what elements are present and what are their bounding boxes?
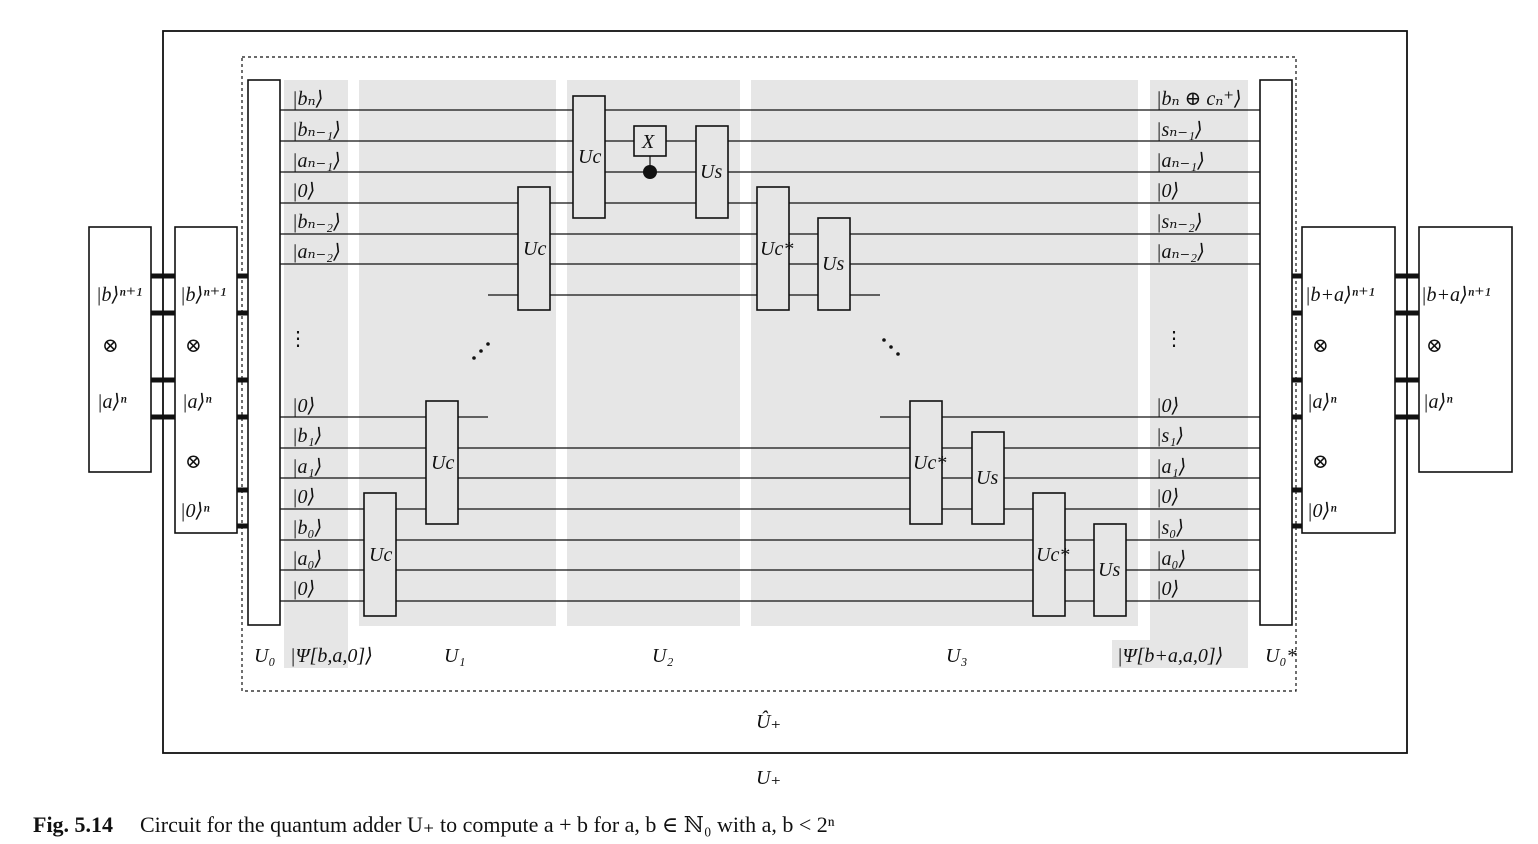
left-ket: |bₙ⟩ [292,88,323,110]
ellipsis-diagonal-right [882,338,900,356]
gate-x: X [633,125,667,157]
svg-text:Us: Us [822,253,844,275]
left-vdots: ⋮ [288,328,308,350]
right-ket: |bₙ ⊕ cₙ⁺⟩ [1156,88,1242,110]
input-expanded-middle: |a⟩ⁿ [182,391,212,413]
left-ket: |0⟩ [292,578,315,600]
caption-text: Circuit for the quantum adder U₊ to comp… [140,812,835,837]
left-ket: |0⟩ [292,395,315,417]
left-ket: |aₙ₋₂⟩ [292,241,341,263]
label-psi-in: |Ψ[b,a,0]⟩ [290,645,373,667]
right-ket: |a₁⟩ [1156,456,1186,478]
output-expanded-middle: |a⟩ⁿ [1307,391,1337,413]
svg-text:Us: Us [976,467,998,489]
svg-text:Uc*: Uc* [760,238,793,260]
right-ket: |0⟩ [1156,486,1179,508]
left-ket: |a₁⟩ [292,456,322,478]
output-tensor: ⊗ [1426,335,1443,357]
right-ket: |aₙ₋₂⟩ [1156,241,1205,263]
left-ket: |0⟩ [292,486,315,508]
input-expanded-tensor2: ⊗ [185,451,202,473]
gate-us: Us [817,217,851,311]
cnot-control-dot [643,165,657,179]
u0-gate [247,79,281,626]
left-ket: |0⟩ [292,180,315,202]
right-vdots: ⋮ [1164,328,1184,350]
input-tensor: ⊗ [102,335,119,357]
input-expanded-tensor1: ⊗ [185,335,202,357]
svg-text:Us: Us [1098,559,1120,581]
output-expanded-bottom: |0⟩ⁿ [1307,500,1337,522]
left-kets: |bₙ⟩ |bₙ₋₁⟩ |aₙ₋₁⟩ |0⟩ |bₙ₋₂⟩ |aₙ₋₂⟩ ⋮ |… [288,88,341,600]
right-ket: |0⟩ [1156,180,1179,202]
psi-out-label-bg [1112,640,1152,668]
right-ket: |sₙ₋₁⟩ [1156,119,1203,141]
u0-star-gate [1259,79,1293,626]
output-expanded-tensor2: ⊗ [1312,451,1329,473]
input-state-bottom: |a⟩ⁿ [97,391,127,413]
gate-uc-star: Uc* [756,186,793,311]
stage-u3-region [751,80,1138,626]
left-ket: |aₙ₋₁⟩ [292,150,341,172]
svg-text:Uc: Uc [431,452,454,474]
left-ket: |a₀⟩ [292,548,322,570]
right-ket: |0⟩ [1156,578,1179,600]
inner-dashed-frame [241,56,1297,692]
right-ket: |sₙ₋₂⟩ [1156,211,1203,233]
label-u0: U₀ [254,645,275,667]
svg-text:Uc: Uc [578,146,601,168]
gate-uc: Uc [517,186,551,311]
label-psi-out: |Ψ[b+a,a,0]⟩ [1117,645,1223,667]
left-ket: |b₀⟩ [292,517,322,539]
input-expanded-top: |b⟩ⁿ⁺¹ [180,284,226,306]
gate-uc: Uc [363,492,397,617]
gate-uc-star: Uc* [909,400,946,525]
gate-uc-star: Uc* [1032,492,1069,617]
input-expanded-bottom: |0⟩ⁿ [180,500,210,522]
label-u-plus: U₊ [756,767,781,789]
gate-uc: Uc [572,95,606,219]
input-state-box [88,226,152,473]
caption-label: Fig. 5.14 [33,812,113,837]
gate-us: Us [695,125,729,219]
svg-text:Us: Us [700,161,722,183]
svg-text:Uc*: Uc* [1036,544,1069,566]
outer-frame [162,30,1408,754]
output-expanded-tensor1: ⊗ [1312,335,1329,357]
output-state-top: |b+a⟩ⁿ⁺¹ [1421,284,1491,306]
label-u-hat-plus: Û₊ [756,709,781,733]
right-kets: |bₙ ⊕ cₙ⁺⟩ |sₙ₋₁⟩ |aₙ₋₁⟩ |0⟩ |sₙ₋₂⟩ |aₙ₋… [1156,88,1242,600]
input-expanded-box [174,226,238,534]
gate-us: Us [971,431,1005,525]
output-expanded-top: |b+a⟩ⁿ⁺¹ [1305,284,1375,306]
label-u3: U₃ [946,645,967,667]
label-u2: U₂ [652,645,673,667]
output-expanded-box [1301,226,1396,534]
svg-text:Uc: Uc [523,238,546,260]
gate-us: Us [1093,523,1127,617]
gate-uc: Uc [425,400,459,525]
label-u0-star: U₀* [1265,645,1296,667]
left-ket: |bₙ₋₂⟩ [292,211,341,233]
label-u1: U₁ [444,645,465,667]
left-ket: |bₙ₋₁⟩ [292,119,341,141]
right-ket: |a₀⟩ [1156,548,1186,570]
right-ket: |s₁⟩ [1156,425,1184,447]
svg-text:Uc*: Uc* [913,452,946,474]
left-ket: |b₁⟩ [292,425,322,447]
right-ket: |0⟩ [1156,395,1179,417]
output-state-box [1418,226,1513,473]
svg-text:Uc: Uc [369,544,392,566]
output-state-bottom: |a⟩ⁿ [1423,391,1453,413]
bus-connectors [151,273,1419,529]
input-state-top: |b⟩ⁿ⁺¹ [96,284,142,306]
ellipsis-diagonal-left [472,342,490,360]
svg-text:X: X [641,131,655,153]
right-ket: |s₀⟩ [1156,517,1184,539]
right-ket: |aₙ₋₁⟩ [1156,150,1205,172]
